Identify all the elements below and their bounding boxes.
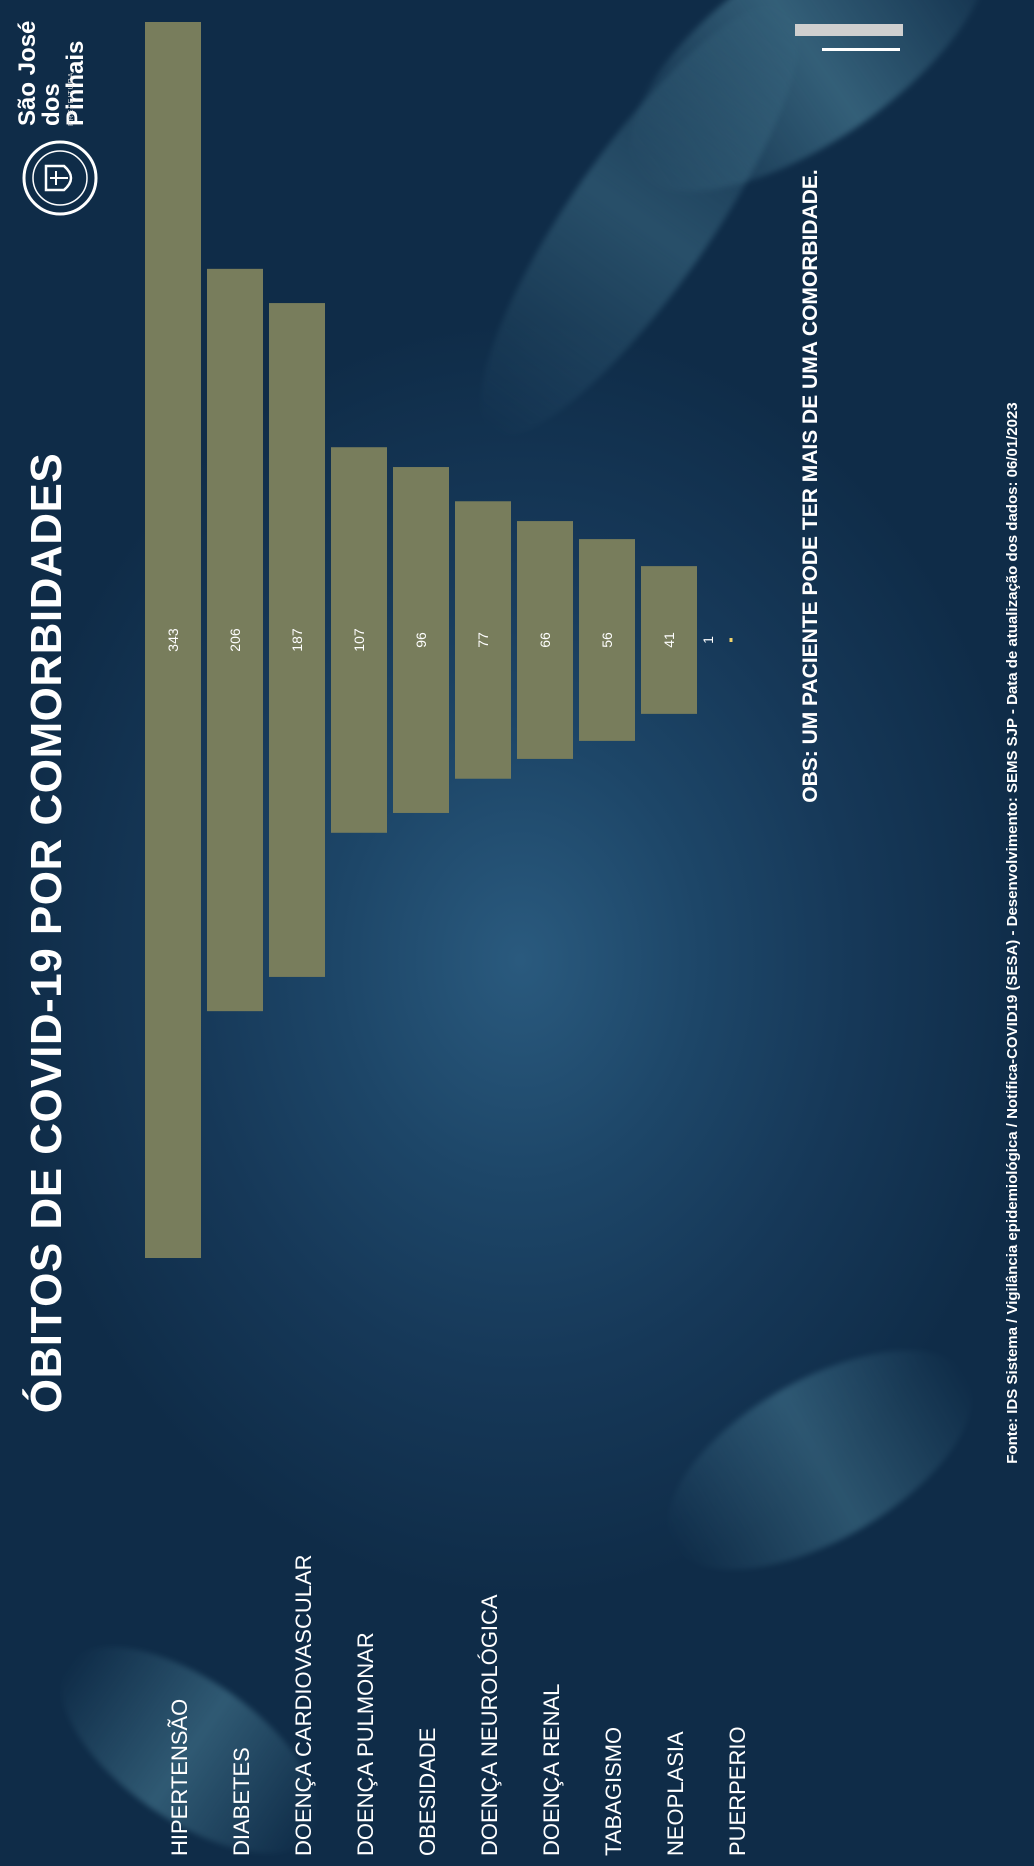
bar-0 (145, 22, 201, 1258)
category-label-7: TABAGISMO (601, 1727, 626, 1856)
bar-9 (729, 638, 733, 642)
value-label-3: 107 (351, 628, 367, 652)
bar-6 (517, 521, 573, 759)
category-label-8: NEOPLASIA (663, 1731, 688, 1856)
note-divider (822, 48, 900, 51)
category-label-9: PUERPERIO (725, 1726, 750, 1856)
note-text: OBS: UM PACIENTE PODE TER MAIS DE UMA CO… (799, 169, 822, 803)
coat-of-arms-icon (22, 140, 98, 216)
category-label-2: DOENÇA CARDIOVASCULAR (291, 1554, 316, 1856)
logo-text: São José dos Pinhais (14, 16, 89, 126)
bar-2 (269, 303, 325, 977)
bar-1 (207, 268, 263, 1012)
category-label-3: DOENÇA PULMONAR (353, 1632, 378, 1856)
value-label-5: 77 (475, 632, 491, 648)
bar-3 (331, 447, 387, 833)
value-label-9: 1 (700, 636, 716, 644)
category-label-0: HIPERTENSÃO (167, 1699, 192, 1856)
category-label-4: OBESIDADE (415, 1728, 440, 1856)
value-label-8: 41 (661, 632, 677, 648)
value-label-0: 343 (165, 628, 181, 652)
value-label-6: 66 (537, 632, 553, 648)
bar-4 (393, 467, 449, 813)
category-label-1: DIABETES (229, 1747, 254, 1856)
city-logo: São José dos Pinhais PREFEITURA (14, 16, 106, 226)
category-label-6: DOENÇA RENAL (539, 1684, 564, 1856)
bar-5 (455, 501, 511, 779)
category-label-5: DOENÇA NEUROLÓGICA (477, 1594, 502, 1856)
logo-subtitle: PREFEITURA (68, 71, 75, 126)
bar-8 (641, 566, 697, 714)
value-label-7: 56 (599, 632, 615, 648)
value-label-1: 206 (227, 628, 243, 652)
bar-7 (579, 539, 635, 741)
value-label-4: 96 (413, 632, 429, 648)
source-footer: Fonte: IDS Sistema / Vigilância epidemio… (1004, 402, 1021, 1464)
note-accent-bar (795, 24, 903, 36)
value-label-2: 187 (289, 628, 305, 652)
logo-name-line2: dos Pinhais (38, 40, 89, 126)
logo-name-line1: São José (14, 20, 41, 126)
